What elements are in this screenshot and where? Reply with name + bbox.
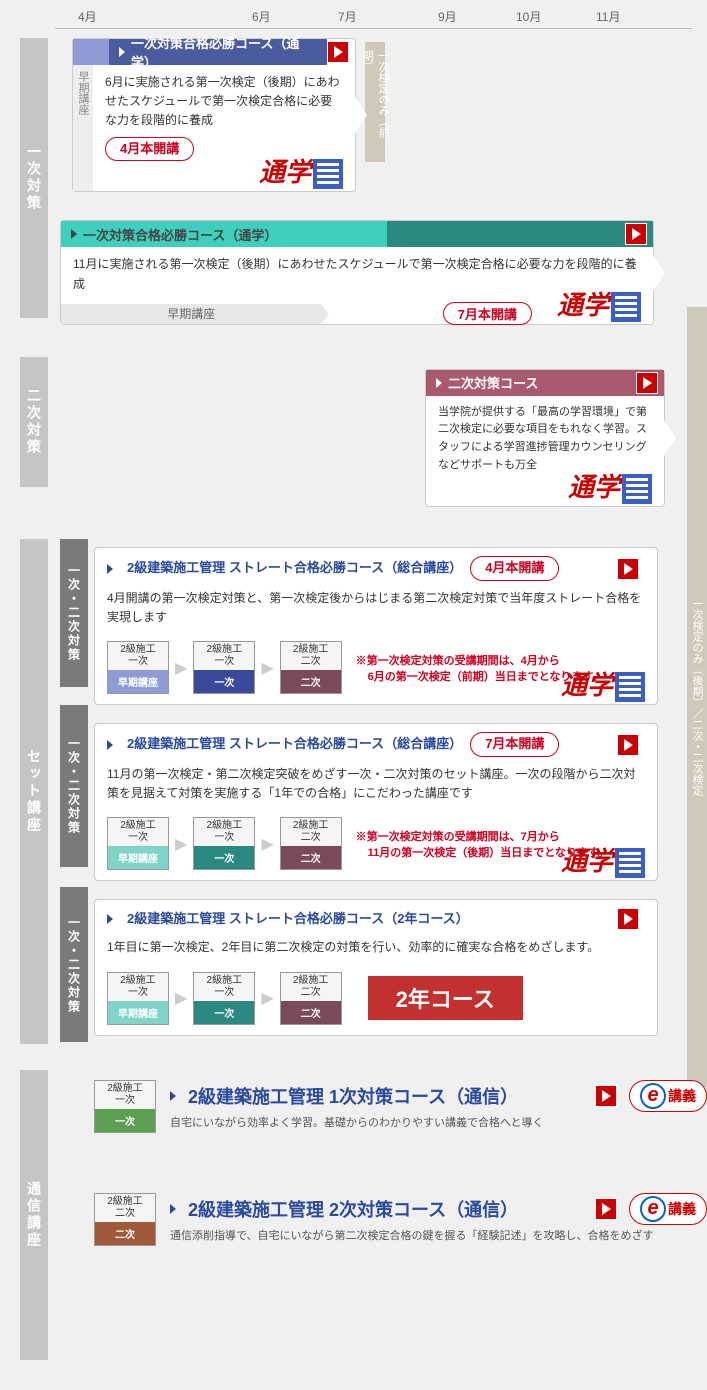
card2-progress-left: 早期講座 xyxy=(167,305,215,322)
building-icon xyxy=(615,672,645,702)
step-niji: 2級施工二次二次 xyxy=(280,817,342,870)
month-10: 10月 xyxy=(516,8,541,25)
play-icon[interactable] xyxy=(327,41,349,63)
step-ichiji: 2級施工一次一次 xyxy=(193,972,255,1025)
play-icon[interactable] xyxy=(636,372,658,394)
section-niji: 二次対策 二次対策コース 当学院が提供する「最高の学習環境」で第二次検定に必要な… xyxy=(0,345,707,527)
tsugaku-badge: 通学 xyxy=(568,467,652,504)
building-icon xyxy=(611,292,641,322)
chevron-right-icon: ▶ xyxy=(261,658,273,678)
card5-desc: 11月の第一次検定・第二次検定突破をめざす一次・二次対策のセット講座。一次の段階… xyxy=(95,765,657,811)
play-icon[interactable] xyxy=(625,223,647,245)
card5-title: 2級建築施工管理 ストレート合格必勝コース（総合講座） xyxy=(127,734,462,755)
sub-vbar-1: 一次・二次対策 xyxy=(60,539,88,687)
month-6: 6月 xyxy=(252,8,271,25)
sub-vbar-2: 一次・二次対策 xyxy=(60,705,88,867)
tsugaku-badge: 通学 xyxy=(561,841,645,878)
card2-progress-right: 7月本開講 xyxy=(443,302,532,325)
exam-bar-zenki: 一次検定のみ（前期） xyxy=(365,42,385,162)
chevron-right-icon: ▶ xyxy=(175,834,187,854)
chevron-right-icon: ▶ xyxy=(261,988,273,1008)
play-icon[interactable] xyxy=(595,1198,617,1220)
section-tsushin: 通信講座 2級施工一次一次 2級建築施工管理 1次対策コース（通信） e講義 自… xyxy=(0,1056,707,1286)
card1-header: 一次対策合格必勝コース（通学） xyxy=(73,39,355,65)
step-niji: 2級施工二次二次 xyxy=(280,641,342,694)
card7-desc: 自宅にいながら効率よく学習。基礎からのわかりやすい講義で合格へと導く xyxy=(170,1114,707,1130)
tsugaku-badge: 通学 xyxy=(557,285,641,322)
month-4: 4月 xyxy=(78,8,97,25)
card6-bigpill: 2年コース xyxy=(368,976,523,1020)
step-souki: 2級施工一次早期講座 xyxy=(107,817,169,870)
step-souki: 2級施工一次早期講座 xyxy=(107,972,169,1025)
course-card-6[interactable]: 2級建築施工管理 ストレート合格必勝コース（2年コース） 1年目に第一次検定、2… xyxy=(94,899,658,1035)
card7-title: 2級建築施工管理 1次対策コース（通信） xyxy=(188,1083,518,1109)
exam-bar-kouki: 一次検定のみ（後期）／二次・二次検定 xyxy=(687,307,707,1087)
step-ichiji: 2級施工一次一次 xyxy=(193,641,255,694)
course-card-1[interactable]: 一次対策合格必勝コース（通学） 早期講座 6月に実施される第一次検定（後期）にあ… xyxy=(72,38,356,192)
month-11: 11月 xyxy=(596,8,620,25)
card5-pill: 7月本開講 xyxy=(470,732,559,757)
card8-desc: 通信添削指導で、自宅にいながら第二次検定合格の鍵を握る「経験記述」を攻略し、合格… xyxy=(170,1227,707,1243)
card4-pill: 4月本開講 xyxy=(470,556,559,581)
section-bar-set: セット講座 xyxy=(20,539,48,1044)
chevron-right-icon: ▶ xyxy=(175,988,187,1008)
course-card-2[interactable]: 一次対策合格必勝コース（通学） 11月に実施される第一次検定（後期）にあわせたス… xyxy=(60,220,654,324)
play-icon[interactable] xyxy=(617,734,639,756)
chevron-right-icon: ▶ xyxy=(261,834,273,854)
building-icon xyxy=(622,474,652,504)
card2-desc: 11月に実施される第一次検定（後期）にあわせたスケジュールで第一次検定合格に必要… xyxy=(73,255,641,293)
section-set: セット講座 一次検定のみ（後期）／二次・二次検定 一次・二次対策 2級建築施工管… xyxy=(0,527,707,1056)
card1-title: 一次対策合格必勝コース（通学） xyxy=(131,33,317,71)
course-card-3[interactable]: 二次対策コース 当学院が提供する「最高の学習環境」で第二次検定に必要な項目をもれ… xyxy=(425,369,665,507)
card2-title: 一次対策合格必勝コース（通学） xyxy=(83,225,277,244)
section-bar-niji: 二次対策 xyxy=(20,357,48,487)
step-ichiji: 2級施工一次一次 xyxy=(94,1080,156,1133)
timeline-header: 4月 6月 7月 9月 10月 11月 xyxy=(55,8,692,28)
card1-pill: 4月本開講 xyxy=(105,137,194,162)
play-icon[interactable] xyxy=(617,558,639,580)
tsugaku-badge: 通学 xyxy=(561,665,645,702)
month-9: 9月 xyxy=(438,8,457,25)
section-bar-ichiji: 一次対策 xyxy=(20,38,48,318)
building-icon xyxy=(615,848,645,878)
card6-desc: 1年目に第一次検定、2年目に第二次検定の対策を行い、効率的に確実な合格をめざしま… xyxy=(95,938,657,965)
step-ichiji: 2級施工一次一次 xyxy=(193,817,255,870)
card6-title: 2級建築施工管理 ストレート合格必勝コース（2年コース） xyxy=(127,909,469,930)
building-icon xyxy=(313,159,343,189)
course-card-7[interactable]: 2級施工一次一次 2級建築施工管理 1次対策コース（通信） e講義 自宅にいなが… xyxy=(94,1080,707,1133)
step-souki: 2級施工一次早期講座 xyxy=(107,641,169,694)
course-card-5[interactable]: 2級建築施工管理 ストレート合格必勝コース（総合講座） 7月本開講 11月の第一… xyxy=(94,723,658,881)
card8-title: 2級建築施工管理 2次対策コース（通信） xyxy=(188,1196,518,1222)
e-kogi-badge: e講義 xyxy=(629,1080,707,1112)
card1-sidetag: 早期講座 xyxy=(73,65,93,191)
course-card-8[interactable]: 2級施工二次二次 2級建築施工管理 2次対策コース（通信） e講義 通信添削指導… xyxy=(94,1193,707,1246)
step-niji: 2級施工二次二次 xyxy=(280,972,342,1025)
card4-desc: 4月開講の第一次検定対策と、第一次検定後からはじまる第二次検定対策で当年度ストレ… xyxy=(95,589,657,635)
play-icon[interactable] xyxy=(617,908,639,930)
chevron-right-icon: ▶ xyxy=(175,658,187,678)
step-niji: 2級施工二次二次 xyxy=(94,1193,156,1246)
card4-title: 2級建築施工管理 ストレート合格必勝コース（総合講座） xyxy=(127,558,462,579)
card6-steps: 2級施工一次早期講座 ▶ 2級施工一次一次 ▶ 2級施工二次二次 2年コース xyxy=(107,972,645,1025)
sub-vbar-3: 一次・二次対策 xyxy=(60,887,88,1042)
course-card-4[interactable]: 2級建築施工管理 ストレート合格必勝コース（総合講座） 4月本開講 4月開講の第… xyxy=(94,547,658,705)
tsugaku-badge: 通学 xyxy=(259,152,343,189)
card2-header: 一次対策合格必勝コース（通学） xyxy=(61,221,653,247)
section-ichiji: 一次対策 一次検定のみ（前期） 一次対策合格必勝コース（通学） 早期講座 6月に… xyxy=(0,28,707,345)
e-kogi-badge: e講義 xyxy=(629,1193,707,1225)
card1-desc: 6月に実施される第一次検定（後期）にあわせたスケジュールで第一次検定合格に必要な… xyxy=(105,73,343,131)
section-bar-tsushin: 通信講座 xyxy=(20,1070,48,1360)
card3-title: 二次対策コース xyxy=(448,373,538,392)
play-icon[interactable] xyxy=(595,1085,617,1107)
card3-header: 二次対策コース xyxy=(426,370,664,396)
month-7: 7月 xyxy=(338,8,357,25)
